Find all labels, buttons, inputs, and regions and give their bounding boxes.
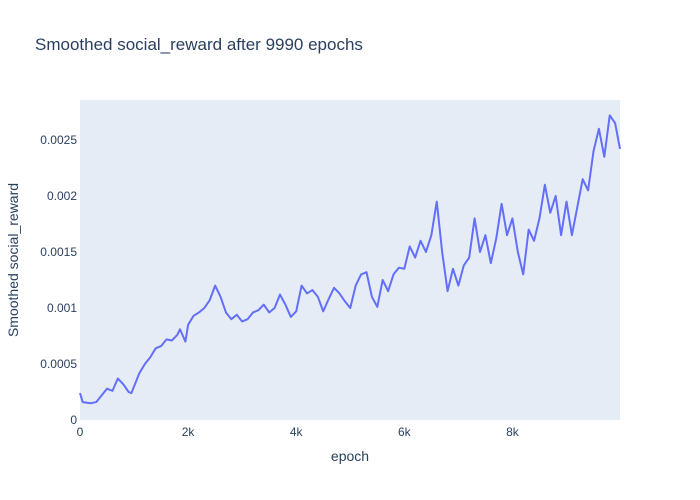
line <box>79 114 621 405</box>
y-tick-label: 0.0025 <box>40 133 77 147</box>
chart-title: Smoothed social_reward after 9990 epochs <box>35 35 363 54</box>
x-tick-label: 8k <box>506 425 520 439</box>
x-axis-label: epoch <box>331 448 369 464</box>
y-tick-label: 0.001 <box>47 301 77 315</box>
x-tick-label: 4k <box>290 425 304 439</box>
plot-area <box>80 100 620 420</box>
x-tick-label: 2k <box>182 425 196 439</box>
y-tick-label: 0.002 <box>47 189 77 203</box>
y-tick-label: 0.0015 <box>40 245 77 259</box>
x-tick-label: 0 <box>77 425 84 439</box>
y-tick-label: 0.0005 <box>40 357 77 371</box>
y-axis-label: Smoothed social_reward <box>5 183 21 337</box>
y-tick-label: 0 <box>70 413 77 427</box>
x-tick-label: 6k <box>398 425 412 439</box>
